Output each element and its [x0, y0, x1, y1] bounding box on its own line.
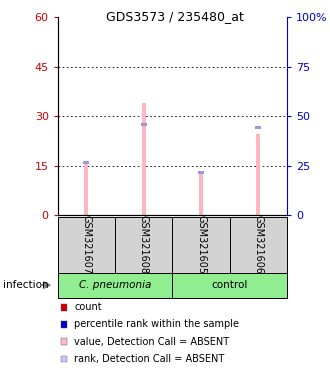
- Bar: [173, 273, 287, 298]
- Text: GSM321607: GSM321607: [82, 215, 91, 274]
- Text: count: count: [74, 302, 102, 312]
- Bar: [84, 161, 88, 215]
- Bar: [58, 273, 173, 298]
- Text: value, Detection Call = ABSENT: value, Detection Call = ABSENT: [74, 337, 229, 347]
- Bar: [83, 161, 89, 164]
- Bar: [173, 217, 230, 273]
- Bar: [198, 171, 204, 174]
- Bar: [255, 126, 261, 129]
- Text: rank, Detection Call = ABSENT: rank, Detection Call = ABSENT: [74, 354, 224, 364]
- Bar: [199, 174, 203, 215]
- Text: GSM321608: GSM321608: [139, 215, 149, 274]
- Bar: [256, 134, 260, 215]
- Text: control: control: [212, 280, 248, 290]
- Text: GSM321605: GSM321605: [196, 215, 206, 274]
- Bar: [230, 217, 287, 273]
- Bar: [115, 217, 173, 273]
- Text: infection: infection: [3, 280, 49, 290]
- Bar: [141, 123, 147, 126]
- Text: C. pneumonia: C. pneumonia: [79, 280, 151, 290]
- Text: percentile rank within the sample: percentile rank within the sample: [74, 319, 239, 329]
- Bar: [142, 103, 146, 215]
- Bar: [58, 217, 115, 273]
- Text: GDS3573 / 235480_at: GDS3573 / 235480_at: [106, 10, 244, 23]
- Text: GSM321606: GSM321606: [253, 215, 263, 274]
